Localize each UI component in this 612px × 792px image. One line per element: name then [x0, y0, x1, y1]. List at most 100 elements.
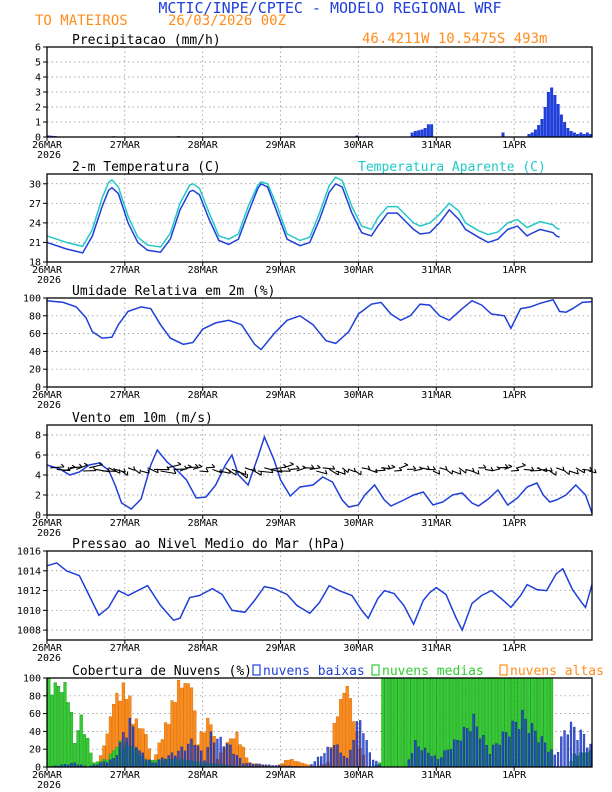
wind-barb — [50, 466, 65, 469]
x-tick-label: 30MAR — [343, 770, 374, 781]
wind-barb — [458, 467, 467, 474]
cloud-low-bar — [365, 740, 368, 768]
cloud-low-bar — [517, 729, 521, 768]
wind-barb-feather — [343, 470, 346, 475]
wind-barb — [549, 470, 557, 476]
x-tick-label: 28MAR — [188, 770, 219, 781]
header-coords: 46.4211W 10.5475S 493m — [362, 31, 547, 47]
cloud-low-bar — [342, 756, 346, 768]
series-line-apparent — [46, 176, 560, 248]
y-tick-label: 0 — [35, 763, 41, 774]
wind-barb — [400, 464, 409, 469]
wind-barb-feather — [289, 461, 294, 465]
cloud-low-bar — [462, 727, 466, 768]
cloud-mid-bar — [60, 692, 64, 768]
cloud-low-bar — [206, 747, 209, 768]
cloud-mid-bar — [391, 677, 395, 768]
wind-barb — [309, 467, 321, 470]
cloud-low-bar — [459, 740, 462, 768]
cloud-low-bar — [420, 750, 423, 768]
wind-barb-feather — [477, 470, 480, 475]
x-tick-label: 26MAR — [32, 643, 63, 654]
header-title: MCTIC/INPE/CPTEC - MODELO REGIONAL WRF — [158, 0, 501, 17]
cloud-low-bar — [349, 749, 352, 768]
cloud-low-bar — [326, 746, 329, 768]
precip-bar — [537, 125, 541, 137]
cloud-low-bar — [346, 757, 349, 768]
cloud-low-bar — [563, 730, 566, 768]
wind-barb-feather — [310, 464, 315, 469]
cloud-low-bar — [213, 742, 216, 768]
series-line-speed — [46, 434, 593, 514]
cloud-mid-bar — [439, 677, 443, 768]
cloud-low-bar — [508, 736, 511, 768]
x-tick-label: 30MAR — [343, 390, 374, 401]
y-tick-label: 40 — [29, 347, 41, 358]
y-tick-label: 60 — [29, 329, 41, 340]
y-tick-label: 1016 — [17, 547, 41, 558]
cloud-low-bar — [466, 728, 469, 768]
wind-barb-feather — [205, 468, 209, 473]
wind-barb — [251, 468, 262, 476]
cloud-low-bar — [222, 746, 226, 768]
panel-frame — [46, 173, 593, 263]
cloud-low-bar — [436, 759, 440, 768]
cloud-high-bar — [342, 692, 346, 768]
cloud-low-bar — [203, 760, 206, 768]
panel-frame — [46, 297, 593, 388]
precip-bar — [543, 107, 547, 137]
precip-bar — [546, 92, 550, 137]
cloud-low-bar — [560, 736, 563, 768]
precip-bar — [47, 135, 51, 137]
panel-precip: 0 1 2 3 4 5 6 26MAR 27MAR 28MAR 29MAR 30MAR 31MAR 1AP… — [32, 33, 593, 161]
wind-barb — [160, 470, 177, 475]
wind-barb — [413, 468, 423, 472]
wind-barb — [186, 466, 199, 469]
x-year-label: 2026 — [37, 653, 61, 664]
wind-barb — [381, 467, 391, 470]
panel-wind: 0 2 4 6 8 26MAR 27MAR 28MAR 29MAR 30MAR 31MAR 1APR 2… — [32, 411, 597, 539]
wind-barb — [147, 467, 159, 474]
cloud-low-bar — [368, 752, 372, 768]
cloud-low-bar — [362, 733, 365, 768]
wind-barb — [134, 468, 141, 474]
wind-barb — [264, 467, 283, 473]
x-tick-label: 27MAR — [110, 518, 141, 529]
cloud-low-bar — [144, 759, 148, 768]
cloud-low-bar — [313, 761, 316, 768]
wind-barb — [75, 464, 88, 470]
wind-barb — [121, 470, 128, 476]
wind-barb — [523, 468, 534, 471]
legend-apparent-temp: Temperatura Aparente (C) — [358, 160, 546, 175]
legend-label: nuvens altas — [510, 664, 604, 679]
precip-bar — [559, 114, 563, 137]
cloud-low-bar — [534, 730, 537, 768]
panel-title: Umidade Relativa em 2m (%) — [72, 284, 276, 299]
x-tick-label: 27MAR — [110, 140, 141, 151]
cloud-low-bar — [407, 759, 410, 768]
cloud-low-bar — [427, 752, 430, 768]
wind-barb — [439, 467, 448, 471]
x-tick-label: 29MAR — [266, 518, 297, 529]
cloud-low-bar — [125, 737, 128, 768]
panel-frame — [46, 550, 593, 641]
cloud-low-bar — [238, 757, 242, 768]
x-tick-label: 28MAR — [188, 390, 219, 401]
precip-bar — [556, 104, 560, 137]
panel-frame — [46, 424, 593, 516]
cloud-mid-bar — [50, 694, 54, 768]
wind-barb-feather — [445, 465, 448, 471]
x-tick-label: 30MAR — [343, 265, 374, 276]
cloud-mid-bar — [381, 677, 385, 768]
cloud-mid-bar — [397, 677, 401, 768]
x-tick-label: 26MAR — [32, 770, 63, 781]
precip-bar — [553, 95, 557, 137]
wind-barb — [354, 470, 362, 476]
wind-barb-feather — [177, 461, 182, 465]
wind-barb — [316, 470, 328, 475]
panel-title: 2-m Temperatura (C) — [72, 160, 221, 175]
y-tick-label: 4 — [35, 73, 41, 84]
cloud-mid-bar — [56, 685, 61, 768]
wind-barb-feather — [332, 465, 336, 470]
